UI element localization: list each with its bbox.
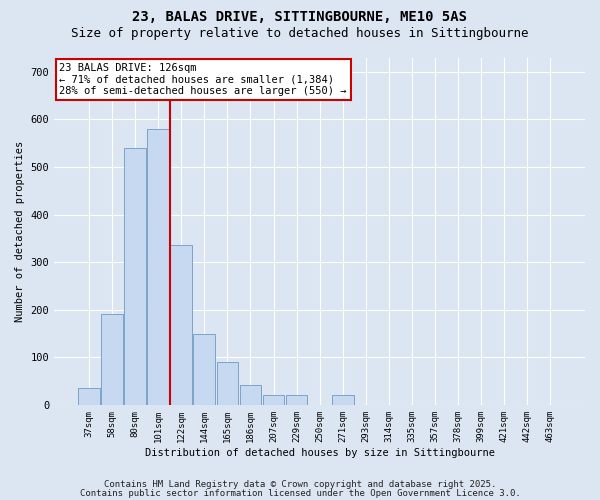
Bar bbox=[332, 396, 353, 405]
Y-axis label: Number of detached properties: Number of detached properties bbox=[15, 140, 25, 322]
Text: Contains HM Land Registry data © Crown copyright and database right 2025.: Contains HM Land Registry data © Crown c… bbox=[104, 480, 496, 489]
Bar bbox=[101, 314, 123, 405]
Bar bbox=[170, 246, 193, 405]
Bar bbox=[124, 148, 146, 405]
Bar bbox=[217, 362, 238, 405]
Bar bbox=[148, 129, 169, 405]
Bar bbox=[263, 396, 284, 405]
Text: Contains public sector information licensed under the Open Government Licence 3.: Contains public sector information licen… bbox=[80, 489, 520, 498]
Text: 23 BALAS DRIVE: 126sqm
← 71% of detached houses are smaller (1,384)
28% of semi-: 23 BALAS DRIVE: 126sqm ← 71% of detached… bbox=[59, 62, 347, 96]
Text: 23, BALAS DRIVE, SITTINGBOURNE, ME10 5AS: 23, BALAS DRIVE, SITTINGBOURNE, ME10 5AS bbox=[133, 10, 467, 24]
Text: Size of property relative to detached houses in Sittingbourne: Size of property relative to detached ho… bbox=[71, 28, 529, 40]
Bar bbox=[78, 388, 100, 405]
Bar bbox=[239, 385, 262, 405]
Bar bbox=[193, 334, 215, 405]
X-axis label: Distribution of detached houses by size in Sittingbourne: Distribution of detached houses by size … bbox=[145, 448, 494, 458]
Bar bbox=[286, 396, 307, 405]
